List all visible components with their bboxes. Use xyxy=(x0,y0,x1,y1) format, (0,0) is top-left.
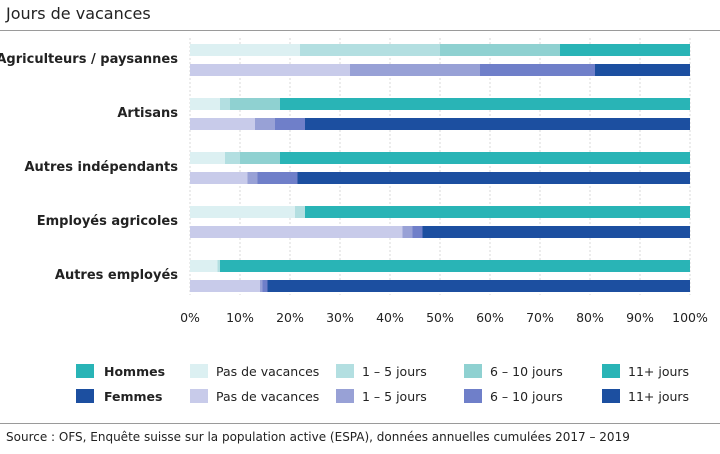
legend-group-label: Hommes xyxy=(104,364,165,379)
bar-segment-hommes xyxy=(295,206,305,218)
bar-segment-hommes xyxy=(300,44,440,56)
bar-segment-hommes xyxy=(305,206,690,218)
x-tick-label: 70% xyxy=(526,310,554,325)
chart-title: Jours de vacances xyxy=(6,4,151,23)
bar-segment-femmes xyxy=(402,226,413,238)
bar-segment-hommes xyxy=(560,44,690,56)
x-tick-label: 90% xyxy=(626,310,654,325)
legend-label: 1 – 5 jours xyxy=(362,389,427,404)
legend-group-label: Femmes xyxy=(104,389,162,404)
legend-swatch xyxy=(336,364,354,378)
bar-segment-femmes xyxy=(275,118,305,130)
bar-segment-hommes xyxy=(220,98,230,110)
bar-segment-femmes xyxy=(595,64,690,76)
bar-segment-femmes xyxy=(305,118,690,130)
legend-label: 1 – 5 jours xyxy=(362,364,427,379)
bar-segment-femmes xyxy=(412,226,423,238)
bar-segment-femmes xyxy=(190,226,403,238)
legend-label: 6 – 10 jours xyxy=(490,364,563,379)
bar-segment-hommes xyxy=(190,260,218,272)
bar-segment-femmes xyxy=(350,64,480,76)
bar-segment-hommes xyxy=(440,44,560,56)
category-label: Autres employés xyxy=(55,268,178,283)
bar-segment-femmes xyxy=(190,280,260,292)
bar-segment-femmes xyxy=(260,280,263,292)
bar-segment-hommes xyxy=(280,152,690,164)
bar-segment-femmes xyxy=(267,280,690,292)
bar-segment-femmes xyxy=(255,118,275,130)
bar-segment-femmes xyxy=(480,64,595,76)
stacked-bar-chart: 0% 10% 20% 30% 40% 50% 60% 70% 80% 90% 100% Agricul… xyxy=(0,38,708,404)
x-tick-label: 0% xyxy=(180,310,200,325)
x-tick-label: 100% xyxy=(672,310,708,325)
bar-segment-hommes xyxy=(280,98,690,110)
legend-swatch xyxy=(602,364,620,378)
legend-label: 6 – 10 jours xyxy=(490,389,563,404)
bar-segment-hommes xyxy=(190,98,220,110)
legend-swatch xyxy=(190,389,208,403)
x-tick-label: 60% xyxy=(476,310,504,325)
bar-segment-hommes xyxy=(190,206,295,218)
legend-swatch xyxy=(190,364,208,378)
x-tick-label: 50% xyxy=(426,310,454,325)
bar-segment-hommes xyxy=(220,260,690,272)
legend-swatch xyxy=(336,389,354,403)
source-divider xyxy=(0,423,720,424)
bar-segment-hommes xyxy=(190,44,300,56)
legend-swatch xyxy=(464,389,482,403)
title-divider xyxy=(0,30,720,31)
category-label: Artisans xyxy=(117,106,178,121)
legend-swatch xyxy=(464,364,482,378)
bar-segment-hommes xyxy=(240,152,280,164)
source-note: Source : OFS, Enquête suisse sur la popu… xyxy=(6,430,630,444)
legend-label: 11+ jours xyxy=(628,364,689,379)
x-tick-label: 20% xyxy=(276,310,304,325)
bar-segment-hommes xyxy=(230,98,280,110)
x-tick-label: 80% xyxy=(576,310,604,325)
bar-segment-femmes xyxy=(190,118,255,130)
legend-label: Pas de vacances xyxy=(216,364,319,379)
category-label: Agriculteurs / paysannes xyxy=(0,52,178,67)
legend-label: Pas de vacances xyxy=(216,389,319,404)
x-tick-label: 10% xyxy=(226,310,254,325)
legend-swatch xyxy=(602,389,620,403)
category-label: Employés agricoles xyxy=(37,214,179,229)
category-label: Autres indépendants xyxy=(24,160,178,175)
legend-swatch-group xyxy=(76,364,94,378)
bar-segment-femmes xyxy=(190,172,248,184)
bar-segment-hommes xyxy=(217,260,220,272)
bar-segment-femmes xyxy=(247,172,258,184)
bar-segment-femmes xyxy=(190,64,350,76)
bar-segment-femmes xyxy=(262,280,268,292)
bar-segment-femmes xyxy=(297,172,690,184)
x-tick-label: 40% xyxy=(376,310,404,325)
legend-swatch-group xyxy=(76,389,94,403)
bar-segment-hommes xyxy=(225,152,240,164)
bar-segment-femmes xyxy=(422,226,690,238)
x-tick-label: 30% xyxy=(326,310,354,325)
bar-segment-hommes xyxy=(190,152,225,164)
bar-segment-femmes xyxy=(257,172,298,184)
legend-label: 11+ jours xyxy=(628,389,689,404)
